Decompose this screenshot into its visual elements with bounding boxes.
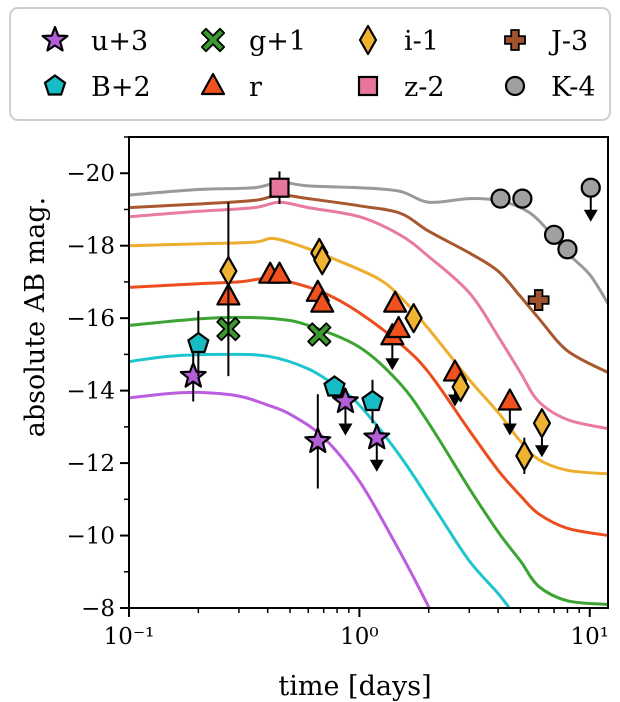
upper-limit-arrow: [385, 358, 400, 371]
legend-marker-1: [43, 74, 67, 96]
model-curve-2: [129, 315, 608, 606]
data-point-0-1: [304, 427, 332, 453]
x-axis-ticks: 10⁻¹ 10⁰ 10¹: [104, 608, 609, 650]
upper-limit-arrow: [369, 459, 384, 472]
data-point-0-3: [363, 423, 391, 450]
legend-label-7: K-4: [551, 72, 596, 103]
legend-marker-7: [504, 75, 526, 97]
data-point-3-7: [386, 315, 411, 339]
data-point-1-0: [187, 331, 210, 354]
x-axis-label: time [days]: [278, 671, 431, 702]
data-point-7-1: [512, 188, 533, 209]
legend-marker-6: [504, 29, 526, 51]
model-curve-6: [129, 193, 608, 374]
legend-label-5: z-2: [404, 72, 445, 103]
data-point-5-0: [269, 177, 290, 198]
y-tick-label: −10: [66, 524, 115, 550]
data-point-4-4: [451, 371, 470, 403]
y-tick-label: −20: [66, 161, 115, 187]
x-tick-label: 10⁰: [340, 624, 379, 650]
legend-marker-5: [357, 75, 379, 97]
upper-limit-arrow: [502, 423, 517, 436]
y-tick-label: −8: [81, 596, 115, 622]
x-tick-label: 10⁻¹: [104, 624, 155, 650]
y-axis-ticks: −20 −18 −16 −14 −12 −10 −8: [66, 136, 129, 622]
y-tick-label: −18: [66, 234, 115, 260]
legend-marker-0: [41, 25, 69, 52]
model-curve-0: [129, 390, 431, 608]
data-point-6-0: [527, 289, 550, 311]
data-point-3-4: [310, 290, 335, 313]
data-point-7-2: [543, 224, 565, 245]
data-point-1-1: [323, 375, 346, 397]
data-point-7-0: [490, 188, 511, 209]
model-curve-5: [129, 200, 608, 431]
y-tick-label: −16: [66, 306, 115, 332]
data-point-4-0: [219, 255, 238, 287]
plot-frame: [128, 136, 609, 609]
data-point-7-3: [557, 239, 578, 260]
legend-label-6: J-3: [548, 26, 588, 57]
data-point-4-5: [515, 440, 534, 471]
data-point-3-9: [497, 388, 522, 411]
legend-label-1: B+2: [91, 72, 151, 103]
legend-marker-4: [358, 24, 378, 56]
model-curve-1: [129, 352, 512, 608]
data-point-3-6: [383, 290, 408, 313]
upper-limit-arrow: [338, 423, 353, 436]
x-tick-label: 10¹: [571, 624, 610, 650]
legend-marker-3: [200, 72, 226, 96]
legend: u+3 B+2 g+1 r i-1 z-2 J-3 K-4: [9, 7, 611, 121]
legend-label-3: r: [249, 72, 262, 103]
data-point-4-2: [313, 245, 332, 276]
y-axis-label: absolute AB mag.: [20, 197, 51, 437]
upper-limit-arrow: [583, 209, 598, 222]
y-tick-label: −14: [66, 379, 115, 405]
data-point-0-0: [179, 362, 207, 388]
y-tick-label: −12: [66, 451, 115, 477]
upper-limit-arrow: [534, 445, 549, 458]
data-points: [179, 171, 601, 489]
legend-box: [9, 7, 611, 121]
data-point-4-3: [404, 303, 423, 334]
legend-label-4: i-1: [404, 26, 439, 57]
data-point-0-2: [332, 387, 359, 414]
data-point-1-2: [361, 389, 384, 412]
legend-label-2: g+1: [249, 26, 306, 57]
legend-label-0: u+3: [91, 26, 148, 57]
data-point-4-6: [532, 408, 552, 439]
legend-marker-2: [200, 27, 226, 53]
data-point-7-4: [580, 177, 601, 198]
data-point-3-2: [267, 261, 292, 284]
data-point-2-1: [307, 322, 332, 347]
